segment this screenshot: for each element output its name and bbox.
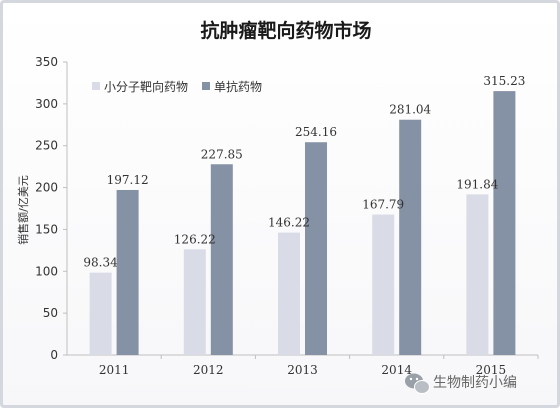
y-tick-label: 250 [35,139,58,153]
legend-swatch-antibody [202,82,210,90]
y-tick-label: 200 [35,181,58,195]
watermark-text: 生物制药小编 [433,375,517,391]
data-label: 281.04 [389,103,431,117]
bar-small-molecule [372,214,395,355]
bars [89,91,516,356]
y-tick-label: 350 [35,55,58,69]
data-label: 254.16 [295,125,337,139]
y-tick-label: 300 [35,97,58,111]
bar-small-molecule [183,249,206,355]
bar-antibody [399,119,422,355]
legend: 小分子靶向药物 单抗药物 [92,79,262,94]
bar-antibody [305,142,327,355]
data-label: 167.79 [362,198,404,212]
x-tick-label: 2014 [381,363,412,377]
data-label: 315.23 [483,74,525,88]
x-tick-label: 2012 [193,363,224,377]
watermark: 生物制药小编 [405,373,517,394]
bar-antibody [210,164,233,355]
y-tick-label: 100 [35,264,58,278]
legend-swatch-small-molecule [92,82,100,90]
y-axis-label: 销售额/亿美元 [16,175,30,245]
legend-label-small-molecule: 小分子靶向药物 [104,79,188,94]
wechat-icon [405,373,430,394]
bar-antibody [116,189,139,355]
x-tick-label: 2013 [287,363,318,377]
y-tick-label: 0 [50,348,58,362]
data-label: 197.12 [107,173,149,187]
bar-small-molecule [89,272,112,355]
y-tick-label: 50 [43,306,58,320]
bar-small-molecule [278,232,300,355]
data-label: 191.84 [456,177,498,191]
chart-title: 抗肿瘤靶向药物市场 [200,19,371,42]
data-label: 126.22 [174,232,216,246]
data-label: 146.22 [268,216,310,230]
x-tick-label: 2011 [99,363,130,377]
bar-small-molecule [466,194,489,355]
data-label: 98.34 [83,256,118,270]
data-label: 227.85 [201,147,243,161]
x-tick-label: 2015 [476,363,507,377]
bar-antibody [493,91,516,356]
y-tick-label: 150 [35,222,58,236]
value-labels: 98.34 197.12 126.22 227.85 146.22 254.16 167.7… [83,74,525,270]
legend-label-antibody: 单抗药物 [214,79,262,94]
axes: 0 50 100 150 200 250 300 350 2011 2012 2013 2014 201… [35,55,539,377]
